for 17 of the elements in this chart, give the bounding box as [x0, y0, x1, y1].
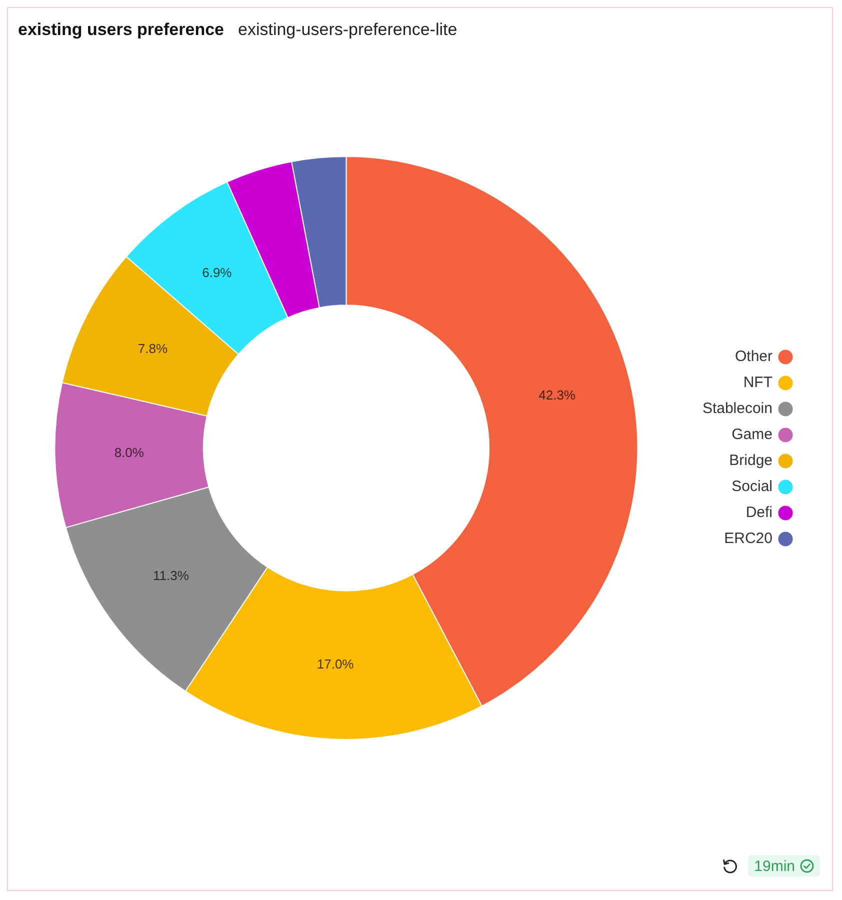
data-label: 11.3%	[152, 568, 190, 583]
legend-label: NFT	[743, 374, 772, 392]
legend-label: Social	[732, 478, 772, 496]
data-label: 17.0%	[316, 656, 354, 672]
legend-label: ERC20	[724, 530, 772, 548]
chart-title: existing users preference	[18, 20, 224, 39]
data-label: 42.3%	[538, 388, 576, 403]
data-label: 8.0%	[114, 445, 144, 460]
chart-subtitle: existing-users-preference-lite	[238, 20, 458, 39]
data-label: 7.8%	[138, 340, 168, 356]
legend-label: Bridge	[729, 452, 772, 470]
legend-label: Other	[734, 348, 773, 366]
text: 19min	[754, 858, 795, 874]
legend-label: Stablecoin	[702, 400, 772, 418]
data-label: 6.9%	[202, 265, 232, 280]
legend-label: Game	[732, 426, 772, 444]
legend-label: Defi	[746, 504, 772, 522]
